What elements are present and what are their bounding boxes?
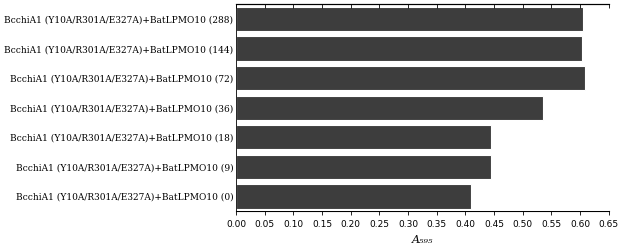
Bar — [236, 36, 582, 61]
Bar — [236, 184, 471, 209]
Bar — [236, 96, 543, 120]
Bar — [236, 155, 491, 179]
Bar — [236, 66, 585, 90]
Bar — [236, 7, 583, 31]
Bar — [236, 125, 491, 149]
X-axis label: A₅₉₅: A₅₉₅ — [412, 235, 433, 245]
